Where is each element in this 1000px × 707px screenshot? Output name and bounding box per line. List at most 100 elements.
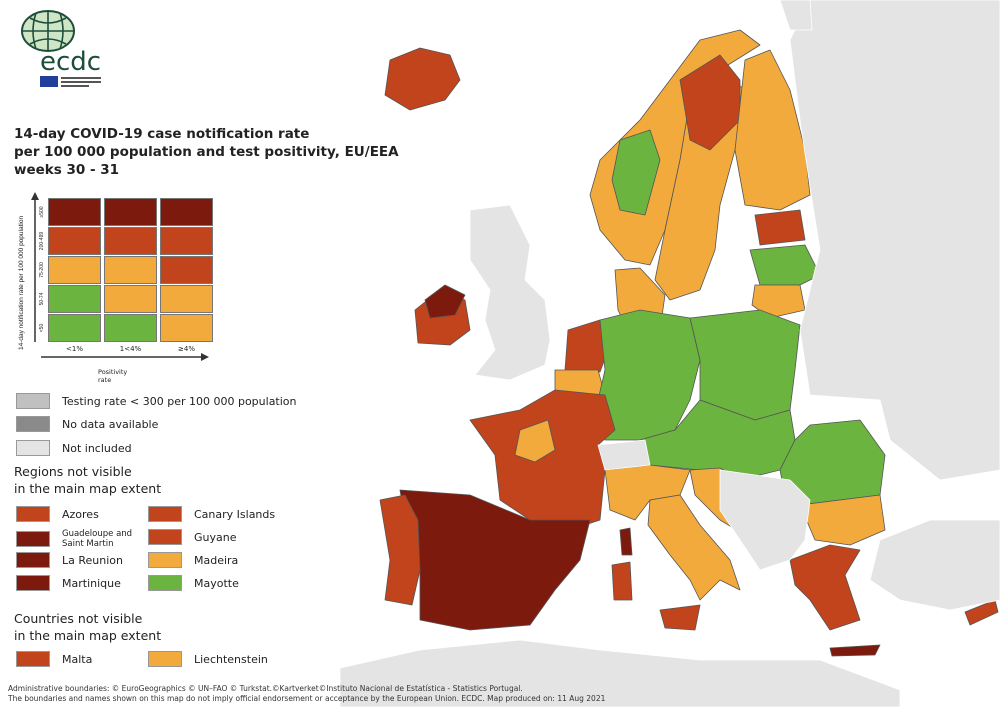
map-region-italy-south [647, 494, 741, 601]
map-region-estonia [754, 209, 806, 246]
matrix-cell [48, 285, 101, 313]
matrix-axes [31, 192, 209, 361]
map-region-north-africa [339, 639, 901, 707]
matrix-row-label: <50 [39, 323, 45, 333]
footer-line: Administrative boundaries: © EuroGeograp… [8, 684, 523, 693]
map-region-cyprus [964, 599, 999, 626]
matrix-cell [104, 285, 157, 313]
map-region-portugal [379, 494, 421, 606]
matrix-cell [48, 198, 101, 226]
matrix-cell [160, 314, 213, 342]
matrix-cell [160, 198, 213, 226]
map-region-east [789, 0, 1000, 481]
legend-item: Azores [16, 506, 99, 522]
legend-not-included: Not included [16, 440, 132, 456]
legend-label: Guadeloupe and Saint Martin [62, 529, 133, 549]
legend-label: Testing rate < 300 per 100 000 populatio… [62, 394, 297, 408]
map-region-norway-central [611, 129, 661, 216]
matrix-cell [48, 256, 101, 284]
map-region-uk [469, 204, 551, 381]
legend-label: Guyane [194, 530, 237, 544]
legend-swatch [16, 552, 50, 568]
heading-line: Regions not visible [14, 464, 132, 479]
matrix-row-label: 200-499 [39, 231, 45, 251]
map-region-corsica [619, 527, 633, 556]
legend-swatch [148, 575, 182, 591]
legend-item: Mayotte [148, 575, 239, 591]
matrix-cell [104, 227, 157, 255]
matrix-row-label: 75-200 [39, 262, 45, 278]
legend-swatch [16, 575, 50, 591]
map-region-greece [789, 544, 861, 631]
title-line: weeks 30 - 31 [14, 162, 120, 178]
legend-swatch [16, 506, 50, 522]
legend-label: Azores [62, 507, 99, 521]
matrix-cell [160, 227, 213, 255]
heading-line: Countries not visible [14, 611, 143, 626]
legend-swatch [16, 531, 50, 547]
legend-swatch [148, 529, 182, 545]
map-region-iceland [384, 47, 461, 111]
title-line: per 100 000 population and test positivi… [14, 144, 399, 160]
matrix-cell [160, 285, 213, 313]
matrix-cell [48, 227, 101, 255]
map-title: 14-day COVID-19 case notification rate p… [14, 125, 399, 179]
regions-heading: Regions not visible in the main map exte… [14, 463, 161, 497]
countries-heading: Countries not visible in the main map ex… [14, 610, 161, 644]
legend-label: No data available [62, 417, 159, 431]
legend-label: Madeira [194, 553, 239, 567]
legend-item: Madeira [148, 552, 238, 568]
matrix-row-label: 50-74 [39, 292, 45, 306]
map-region-bulgaria [799, 494, 886, 546]
legend-item: Martinique [16, 575, 121, 591]
matrix-y-label: 14-day notification rate per 100 000 pop… [18, 215, 25, 350]
matrix-cell [104, 256, 157, 284]
legend-item: Guadeloupe and Saint Martin [16, 529, 146, 549]
legend-testing: Testing rate < 300 per 100 000 populatio… [16, 393, 297, 409]
legend-label: Mayotte [194, 576, 239, 590]
legend-label: Not included [62, 441, 132, 455]
map-region-france-centre [514, 419, 556, 463]
svg-text:ecdc: ecdc [40, 47, 101, 77]
title-line: 14-day COVID-19 case notification rate [14, 126, 310, 142]
heading-line: in the main map extent [14, 481, 162, 496]
legend-item: Guyane [148, 529, 237, 545]
heading-line: in the main map extent [14, 628, 162, 643]
matrix-column-label: 1<4% [119, 345, 142, 353]
map-region-crete [829, 644, 881, 657]
map-region-finland [734, 49, 811, 211]
legend-label: Martinique [62, 576, 121, 590]
legend-swatch [148, 552, 182, 568]
legend-swatch [148, 506, 182, 522]
legend-label: Canary Islands [194, 507, 276, 521]
matrix-column-label: <1% [66, 345, 83, 353]
legend-swatch [16, 651, 50, 667]
map-region-switzerland [597, 439, 651, 471]
matrix-column-label: ≥4% [178, 345, 195, 353]
matrix-cell [48, 314, 101, 342]
legend-no-data: No data available [16, 416, 158, 432]
map-region-balkans [719, 469, 811, 571]
legend-item: Canary Islands [148, 506, 275, 522]
map-region-sicily [659, 604, 701, 631]
map-region-sardinia [611, 561, 633, 601]
legend-label: Liechtenstein [194, 652, 268, 666]
legend-swatch [148, 651, 182, 667]
footer-line: The boundaries and names shown on this m… [8, 694, 606, 703]
map-region-scandinavia-east [779, 0, 813, 31]
map-region-latvia [749, 244, 821, 286]
map-region-lithuania [751, 284, 806, 319]
map-footer: Administrative boundaries: © EuroGeograp… [8, 684, 605, 704]
map-region-northern-ireland [424, 284, 466, 319]
ecdc-logo: ecdc [21, 10, 101, 87]
map-region-turkey [869, 519, 1000, 611]
legend-label: La Reunion [62, 553, 123, 567]
legend-label: Malta [62, 652, 93, 666]
legend-item: Malta [16, 651, 92, 667]
legend-item: Liechtenstein [148, 651, 268, 667]
legend-item: La Reunion [16, 552, 123, 568]
matrix-cell [160, 256, 213, 284]
matrix-row-label: ≥500 [39, 206, 45, 218]
